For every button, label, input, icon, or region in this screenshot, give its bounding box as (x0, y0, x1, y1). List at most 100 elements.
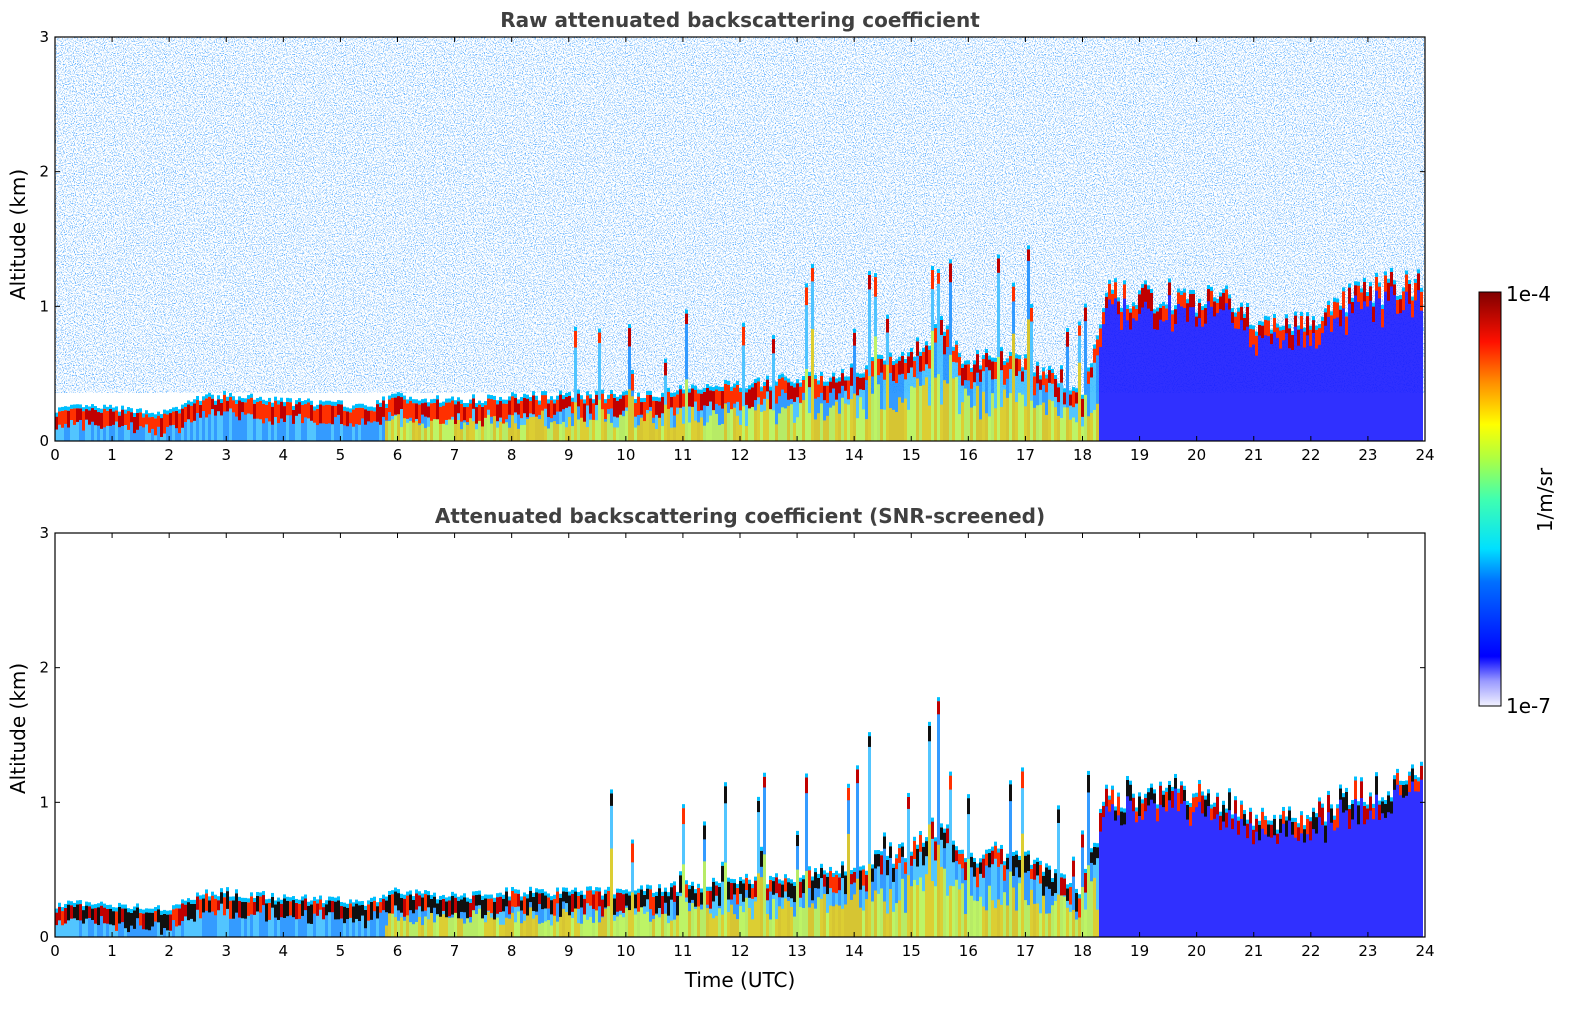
layer-top-edge (1276, 829, 1279, 834)
layer-top-edge (391, 393, 394, 398)
layer-top-edge (634, 890, 637, 895)
layer-top-edge (1345, 312, 1348, 317)
layer-top-band (883, 364, 886, 380)
layer-top-band (1111, 293, 1114, 305)
layer-top-edge (592, 399, 595, 404)
layer-top-edge (1060, 365, 1063, 370)
layer-top-edge (421, 893, 424, 898)
layer-top-edge (1006, 853, 1009, 858)
layer-top-band (802, 879, 805, 894)
layer-top-band (1021, 771, 1024, 789)
layer-top-band (802, 380, 805, 393)
layer-top-band (1351, 302, 1354, 314)
layer-top-band (325, 904, 328, 916)
layer-top-edge (1342, 287, 1345, 292)
x-tick-label: 12 (730, 446, 749, 464)
layer-column-mid (997, 357, 1000, 441)
x-tick-label: 15 (902, 446, 921, 464)
layer-column-mid (592, 417, 595, 441)
layer-column-mid (928, 824, 931, 937)
layer-column (1165, 308, 1168, 441)
layer-column-mid (1036, 903, 1039, 937)
layer-top-band (463, 897, 466, 913)
layer-top-edge (424, 398, 427, 403)
layer-top-edge (901, 351, 904, 356)
layer-top-band (535, 399, 538, 417)
layer-top-edge (406, 399, 409, 404)
layer-top-edge (1279, 814, 1282, 819)
layer-top-band (184, 904, 187, 917)
layer-column-mid (781, 407, 784, 441)
layer-top-band (736, 384, 739, 402)
layer-column (235, 403, 238, 441)
layer-top-edge (919, 351, 922, 356)
layer-column (424, 894, 427, 937)
layer-top-band (1255, 335, 1258, 356)
layer-column (1120, 811, 1123, 937)
layer-top-band (1141, 287, 1144, 308)
layer-column (1156, 808, 1159, 937)
layer-column (355, 903, 358, 937)
layer-column (1216, 796, 1219, 937)
layer-column-mid (973, 900, 976, 937)
layer-column-mid (727, 412, 730, 441)
layer-column (652, 896, 655, 937)
layer-top-edge (916, 337, 919, 342)
layer-top-edge (193, 399, 196, 404)
layer-column (1087, 371, 1090, 441)
layer-top-edge (82, 407, 85, 412)
y-tick-label: 0 (39, 432, 49, 450)
layer-column-mid (1018, 883, 1021, 937)
layer-top-edge (808, 866, 811, 871)
layer-top-edge (253, 897, 256, 902)
layer-column (64, 410, 67, 441)
layer-top-band (910, 351, 913, 368)
layer-top-edge (1420, 287, 1423, 292)
layer-top-edge (961, 849, 964, 854)
layer-top-edge (1390, 267, 1393, 272)
layer-top-band (1222, 292, 1225, 311)
layer-column-mid (724, 862, 727, 937)
layer-top-band (748, 389, 751, 409)
layer-top-edge (409, 396, 412, 401)
layer-top-band (718, 391, 721, 406)
layer-top-band (475, 407, 478, 424)
layer-top-band (55, 416, 58, 430)
layer-top-band (844, 875, 847, 895)
layer-top-band (949, 263, 952, 283)
layer-top-band (691, 388, 694, 407)
layer-top-band (1321, 320, 1324, 334)
layer-column (1033, 863, 1036, 937)
layer-column-mid (415, 421, 418, 441)
layer-top-band (1162, 305, 1165, 322)
layer-top-edge (1009, 352, 1012, 357)
layer-column-mid (745, 426, 748, 441)
layer-top-band (694, 893, 697, 907)
colorbar (1478, 291, 1502, 707)
layer-top-edge (157, 411, 160, 416)
layer-top-band (583, 898, 586, 915)
layer-top-band (796, 383, 799, 398)
layer-column (1024, 358, 1027, 441)
layer-top-band (268, 401, 271, 422)
layer-column-mid (1042, 402, 1045, 441)
layer-top-edge (922, 842, 925, 847)
layer-top-band (91, 408, 94, 422)
layer-top-band (682, 393, 685, 407)
layer-column (1387, 795, 1390, 937)
layer-column (697, 393, 700, 441)
layer-top-band (1114, 282, 1117, 299)
layer-column-mid (646, 911, 649, 937)
layer-top-band (199, 899, 202, 919)
layer-top-band (943, 832, 946, 849)
layer-column (937, 273, 940, 441)
layer-column (1327, 304, 1330, 441)
x-tick-label: 3 (221, 942, 231, 960)
layer-column-mid (964, 913, 967, 937)
layer-top-band (1081, 834, 1084, 848)
layer-column (1375, 276, 1378, 441)
layer-top-edge (493, 897, 496, 902)
layer-column-mid (406, 910, 409, 937)
layer-top-edge (1282, 325, 1285, 330)
layer-column (1393, 284, 1396, 441)
